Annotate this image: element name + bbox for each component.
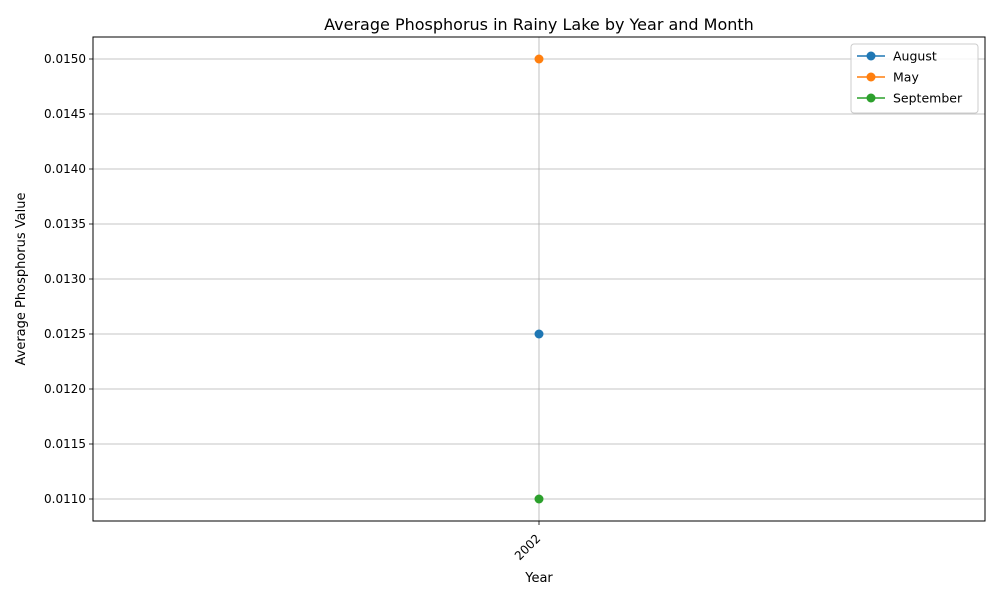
legend-label: September xyxy=(893,91,963,106)
data-point-september xyxy=(534,494,544,504)
y-tick-label: 0.0110 xyxy=(44,492,86,506)
legend-marker-august xyxy=(866,51,876,61)
chart-title: Average Phosphorus in Rainy Lake by Year… xyxy=(324,15,754,34)
x-tick-label: 2002 xyxy=(512,531,543,562)
legend-marker-may xyxy=(866,72,876,82)
legend-label: May xyxy=(893,70,919,85)
legend-label: August xyxy=(893,49,937,64)
y-tick-label: 0.0120 xyxy=(44,382,86,396)
legend-marker-september xyxy=(866,93,876,103)
legend: August May September xyxy=(850,43,979,114)
y-tick-label: 0.0135 xyxy=(44,217,86,231)
data-point-may xyxy=(534,54,544,64)
y-axis-ticks: 0.0110 0.0115 0.0120 0.0125 0.0130 0.0135 0.01… xyxy=(44,52,93,506)
y-tick-label: 0.0150 xyxy=(44,52,86,66)
y-tick-label: 0.0125 xyxy=(44,327,86,341)
y-tick-label: 0.0140 xyxy=(44,162,86,176)
legend-box xyxy=(850,43,979,114)
data-point-august xyxy=(534,329,544,339)
x-axis-label: Year xyxy=(524,571,553,586)
y-axis-label: Average Phosphorus Value xyxy=(14,193,29,366)
y-tick-label: 0.0130 xyxy=(44,272,86,286)
series-layer xyxy=(534,54,544,504)
y-tick-label: 0.0145 xyxy=(44,107,86,121)
y-tick-label: 0.0115 xyxy=(44,437,86,451)
x-axis-ticks: 2002 xyxy=(512,521,543,563)
